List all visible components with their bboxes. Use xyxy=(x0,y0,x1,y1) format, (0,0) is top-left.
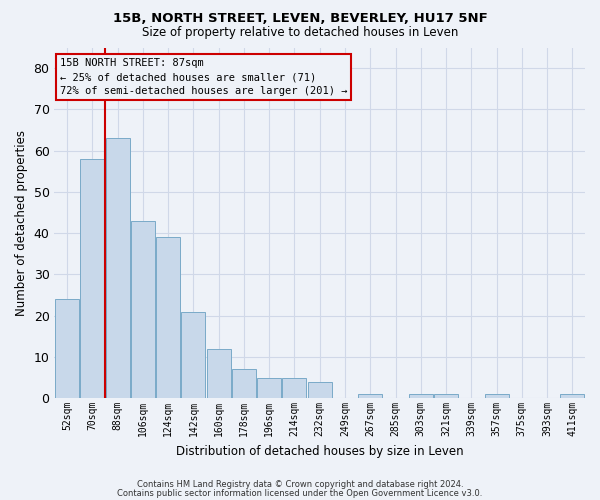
Bar xyxy=(308,382,332,398)
Bar xyxy=(206,348,230,398)
X-axis label: Distribution of detached houses by size in Leven: Distribution of detached houses by size … xyxy=(176,444,464,458)
Text: Size of property relative to detached houses in Leven: Size of property relative to detached ho… xyxy=(142,26,458,39)
Bar xyxy=(156,238,180,398)
Bar xyxy=(560,394,584,398)
Bar xyxy=(80,159,104,398)
Bar xyxy=(181,312,205,398)
Bar xyxy=(409,394,433,398)
Text: 15B NORTH STREET: 87sqm
← 25% of detached houses are smaller (71)
72% of semi-de: 15B NORTH STREET: 87sqm ← 25% of detache… xyxy=(60,58,347,96)
Bar xyxy=(434,394,458,398)
Bar xyxy=(283,378,307,398)
Bar xyxy=(232,370,256,398)
Bar xyxy=(106,138,130,398)
Bar xyxy=(55,299,79,398)
Text: Contains public sector information licensed under the Open Government Licence v3: Contains public sector information licen… xyxy=(118,488,482,498)
Bar xyxy=(257,378,281,398)
Y-axis label: Number of detached properties: Number of detached properties xyxy=(15,130,28,316)
Bar xyxy=(358,394,382,398)
Bar xyxy=(131,221,155,398)
Text: Contains HM Land Registry data © Crown copyright and database right 2024.: Contains HM Land Registry data © Crown c… xyxy=(137,480,463,489)
Bar xyxy=(485,394,509,398)
Text: 15B, NORTH STREET, LEVEN, BEVERLEY, HU17 5NF: 15B, NORTH STREET, LEVEN, BEVERLEY, HU17… xyxy=(113,12,487,26)
